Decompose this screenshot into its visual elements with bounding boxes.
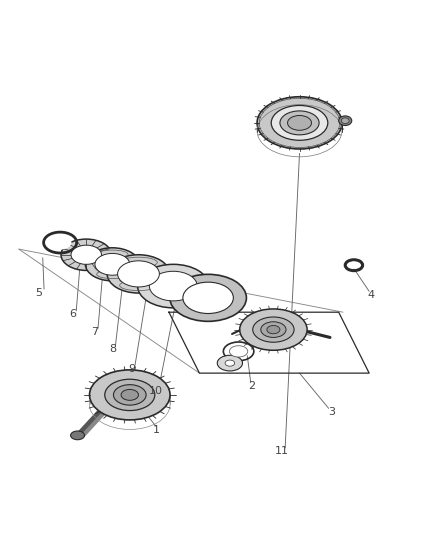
Text: 11: 11 bbox=[275, 447, 289, 456]
Ellipse shape bbox=[138, 264, 209, 308]
Ellipse shape bbox=[271, 106, 328, 140]
Ellipse shape bbox=[339, 116, 352, 125]
Text: 10: 10 bbox=[149, 385, 163, 395]
Ellipse shape bbox=[253, 317, 294, 342]
Ellipse shape bbox=[121, 390, 138, 400]
Ellipse shape bbox=[261, 322, 286, 337]
Text: 4: 4 bbox=[368, 290, 375, 300]
Ellipse shape bbox=[280, 111, 319, 135]
Ellipse shape bbox=[183, 282, 233, 313]
Text: 1: 1 bbox=[152, 425, 159, 435]
Ellipse shape bbox=[230, 346, 248, 357]
Ellipse shape bbox=[267, 326, 280, 334]
Ellipse shape bbox=[341, 118, 349, 124]
Text: 5: 5 bbox=[35, 288, 42, 297]
Ellipse shape bbox=[95, 254, 130, 275]
Ellipse shape bbox=[170, 274, 247, 321]
Ellipse shape bbox=[113, 385, 146, 405]
Text: 8: 8 bbox=[109, 344, 116, 354]
Ellipse shape bbox=[257, 97, 342, 149]
Ellipse shape bbox=[217, 356, 243, 371]
Ellipse shape bbox=[117, 261, 159, 287]
Ellipse shape bbox=[107, 255, 170, 293]
Text: 6: 6 bbox=[70, 309, 77, 319]
Ellipse shape bbox=[149, 271, 197, 301]
Ellipse shape bbox=[105, 379, 155, 410]
Ellipse shape bbox=[49, 236, 71, 249]
Ellipse shape bbox=[288, 116, 311, 130]
Ellipse shape bbox=[89, 370, 170, 420]
Ellipse shape bbox=[348, 262, 360, 269]
Text: 3: 3 bbox=[328, 407, 336, 417]
Text: 7: 7 bbox=[92, 327, 99, 337]
Ellipse shape bbox=[240, 309, 307, 350]
Ellipse shape bbox=[85, 248, 139, 281]
Ellipse shape bbox=[61, 239, 112, 270]
Ellipse shape bbox=[71, 431, 85, 440]
Text: 9: 9 bbox=[128, 364, 135, 374]
Text: 2: 2 bbox=[248, 381, 255, 391]
Ellipse shape bbox=[225, 360, 235, 366]
Ellipse shape bbox=[71, 245, 102, 264]
